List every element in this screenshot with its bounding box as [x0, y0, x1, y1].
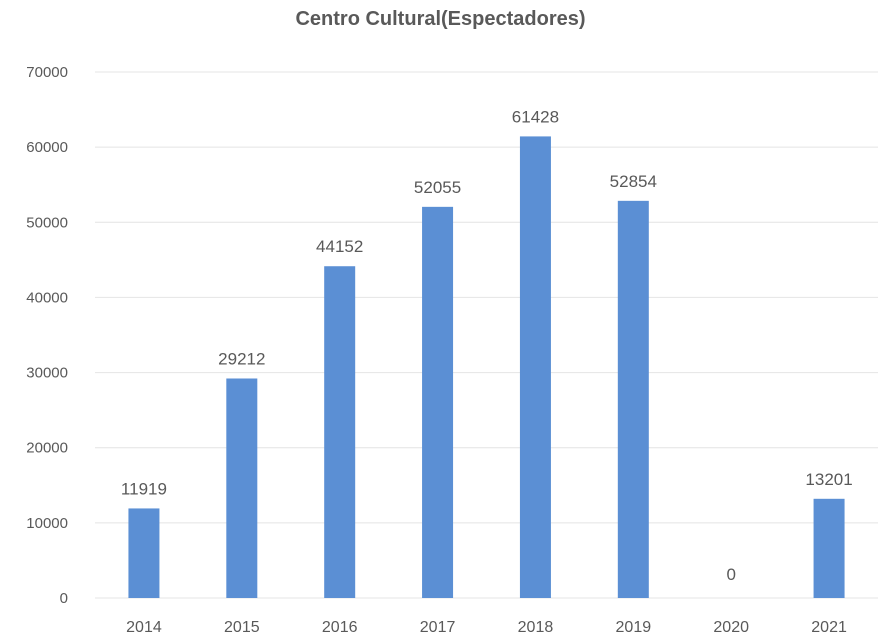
y-tick-label: 70000: [26, 64, 68, 81]
bar: [324, 266, 356, 598]
data-label: 52055: [414, 178, 461, 197]
bar: [128, 508, 160, 598]
bar: [813, 498, 845, 598]
x-tick-label: 2018: [518, 619, 554, 636]
x-tick-label: 2021: [811, 619, 847, 636]
y-tick-label: 30000: [26, 365, 68, 382]
data-label: 52854: [610, 172, 657, 191]
x-tick-label: 2015: [224, 619, 260, 636]
y-tick-label: 10000: [26, 515, 68, 532]
data-label: 29212: [218, 349, 265, 368]
data-label: 13201: [805, 470, 852, 489]
bar: [519, 136, 551, 598]
bar: [422, 206, 454, 598]
y-tick-label: 20000: [26, 440, 68, 457]
y-tick-label: 0: [60, 590, 68, 607]
bar: [617, 200, 649, 598]
bar: [226, 378, 258, 598]
data-label: 11919: [121, 479, 167, 498]
y-tick-label: 40000: [26, 289, 68, 306]
data-label: 61428: [512, 107, 559, 126]
x-tick-label: 2020: [713, 619, 749, 636]
chart-title: Centro Cultural(Espectadores): [295, 8, 586, 30]
data-label: 44152: [316, 237, 363, 256]
x-tick-label: 2017: [420, 619, 456, 636]
x-tick-label: 2019: [616, 619, 652, 636]
y-tick-label: 60000: [26, 139, 68, 156]
data-label: 0: [726, 565, 735, 584]
y-tick-label: 50000: [26, 214, 68, 231]
x-tick-label: 2014: [126, 619, 162, 636]
x-tick-label: 2016: [322, 619, 358, 636]
